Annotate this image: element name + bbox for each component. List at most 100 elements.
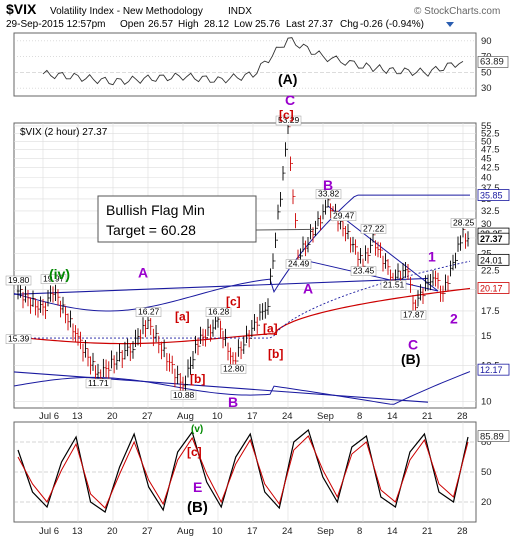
top-current-label: 63.89 — [480, 56, 504, 67]
level-label: 23.45 — [353, 266, 375, 276]
price-right-badge-label: 27.37 — [480, 234, 503, 244]
level-label: 17.87 — [403, 310, 425, 320]
chart-header: $VIX Volatility Index - New Methodology … — [6, 1, 500, 30]
wave-label-purple: C — [408, 336, 418, 352]
low-label: Low — [234, 19, 253, 30]
bullish-flag-pointer — [255, 228, 315, 231]
high-label: High — [178, 19, 199, 30]
level-box — [350, 266, 377, 276]
index-name: Volatility Index - New Methodology — [50, 6, 203, 17]
level-box — [40, 274, 67, 284]
chg-value: -0.26 (-0.94%) — [360, 19, 424, 30]
level-box — [135, 307, 162, 317]
price-y-tick: 22.5 — [481, 265, 500, 276]
wave-label-purple: C — [285, 92, 295, 108]
price-x-tick: 24 — [282, 411, 293, 422]
price-x-tick: 20 — [107, 411, 118, 422]
stoch-x-tick: Aug — [177, 526, 194, 537]
level-box — [285, 259, 312, 269]
stoch-x-tick: 14 — [387, 526, 398, 537]
wave-label-A-paren: (A) — [278, 71, 297, 87]
level-label: 11.71 — [88, 378, 109, 388]
level-box — [220, 364, 247, 374]
wave-label-red: [c] — [279, 108, 294, 122]
price-panel-frame — [13, 122, 477, 409]
wave-label-purple: B — [323, 177, 333, 193]
wave-label-purple: A — [303, 280, 313, 296]
stoch-wave-label: (B) — [187, 499, 208, 516]
wave-label-purple: 1 — [428, 248, 436, 264]
wave-label-red: [a] — [175, 309, 190, 323]
wave-label-red: [b] — [190, 372, 205, 386]
chg-label: Chg — [340, 19, 358, 30]
wave-label-purple: 2 — [450, 310, 458, 326]
watermark: © StockCharts.com — [414, 6, 500, 17]
trendline-upper — [13, 277, 429, 295]
stoch-x-tick: 8 — [357, 526, 362, 537]
price-x-tick: 8 — [357, 411, 362, 422]
price-x-tick: 27 — [142, 411, 153, 422]
level-label: 12.80 — [223, 364, 245, 374]
price-y-tick: 42.5 — [481, 163, 500, 174]
wave-label-purple: A — [138, 265, 148, 281]
level-label: 28.25 — [453, 218, 475, 228]
price-y-tick: 25 — [481, 248, 492, 259]
stoch-wave-label: (v) — [191, 424, 203, 435]
top-indicator-panel: 9070503063.89(A) — [13, 32, 509, 97]
wave-label-red: [a] — [263, 322, 278, 336]
level-box — [380, 280, 407, 290]
last-value: 27.37 — [308, 19, 333, 30]
stoch-x-tick: 27 — [142, 526, 153, 537]
wave-label-red: [b] — [268, 347, 283, 361]
level-box — [170, 390, 197, 401]
level-label: 21.51 — [383, 280, 405, 290]
price-x-tick: 10 — [212, 411, 223, 422]
level-label: 27.22 — [363, 224, 385, 234]
stoch-wave-label: E — [193, 479, 202, 495]
stoch-x-tick: Sep — [317, 526, 334, 537]
price-right-badge — [477, 363, 510, 376]
dropdown-arrow-icon[interactable] — [446, 22, 454, 27]
price-y-tick: 55 — [481, 121, 492, 132]
level-label: 24.49 — [288, 259, 310, 269]
open-value: 26.57 — [148, 19, 173, 30]
top-indicator-line — [42, 37, 464, 86]
stoch-x-tick: Jul 6 — [39, 526, 59, 537]
price-y-tick: 40 — [481, 172, 492, 183]
price-x-tick: Aug — [177, 411, 194, 422]
level-box — [315, 189, 342, 199]
level-label: 10.88 — [173, 390, 195, 400]
wave-label-red: [c] — [226, 295, 241, 309]
price-x-tick: 28 — [457, 411, 468, 422]
stoch-x-tick: 13 — [72, 526, 83, 537]
level-box — [85, 378, 112, 389]
level-label: 15.39 — [8, 334, 30, 344]
level-label: 19.97 — [43, 274, 65, 284]
price-y-tick: 50 — [481, 136, 492, 147]
price-y-tick: 45 — [481, 153, 492, 164]
level-label: 33.82 — [318, 188, 340, 198]
level-box — [360, 224, 387, 234]
price-y-tick: 10 — [481, 396, 492, 407]
bullish-flag-line1: Bullish Flag Min — [106, 202, 205, 218]
stoch-x-tick: 28 — [457, 526, 468, 537]
price-right-badge-label: 20.17 — [480, 284, 503, 294]
level-label: 53.29 — [278, 115, 300, 125]
ticker: $VIX — [6, 1, 37, 17]
price-y-tick: 30 — [481, 219, 492, 230]
top-y-tick: 90 — [481, 36, 492, 47]
moving-average-dotted — [14, 260, 471, 339]
price-y-tick: 17.5 — [481, 306, 500, 317]
level-box — [400, 310, 427, 320]
stoch-x-tick: 24 — [282, 526, 293, 537]
price-right-badge-label: 24.01 — [480, 255, 503, 265]
trendline-lower — [13, 371, 429, 403]
price-right-badge — [477, 282, 510, 294]
price-right-badge-label: 12.17 — [480, 365, 503, 375]
exchange: INDX — [228, 6, 252, 17]
bullish-flag-line2: Target = 60.28 — [106, 222, 196, 238]
high-value: 28.12 — [204, 19, 229, 30]
stoch-wave-label: [c] — [187, 445, 202, 459]
price-right-badge — [477, 189, 510, 201]
